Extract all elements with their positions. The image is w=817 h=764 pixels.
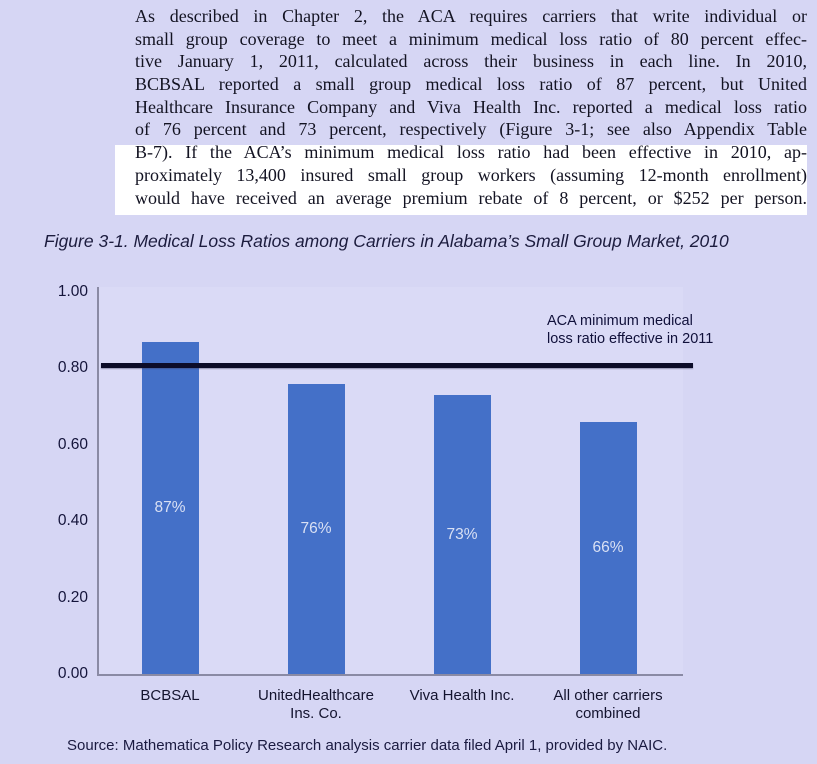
paragraph-line: tive January 1, 2011, calculated across … [135,51,807,72]
bar-value-label: 76% [300,519,332,537]
bar-value-label: 73% [446,525,478,543]
reference-line-annotation: ACA minimum medical [547,313,693,329]
x-axis-category-label: Ins. Co. [290,704,342,722]
paragraph-line: of 76 percent and 73 percent, respective… [135,119,807,140]
source-note: Source: Mathematica Policy Research anal… [67,737,668,754]
bar [579,421,637,674]
y-axis-tick-label: 0.40 [57,512,88,530]
x-axis-category-label: combined [575,704,641,722]
bar [287,383,345,674]
x-axis-line [97,674,683,676]
y-axis-tick-label: 1.00 [57,283,88,300]
paragraph-line: As described in Chapter 2, the ACA requi… [135,6,807,26]
figure-title: Figure 3-1. Medical Loss Ratios among Ca… [44,231,729,251]
bar [433,395,491,674]
x-axis-category-label: All other carriers [553,687,663,704]
y-axis-line [97,287,99,675]
y-axis-tick-label: 0.00 [57,665,88,682]
paragraph-line: Healthcare Insurance Company and Viva He… [135,96,807,117]
x-axis-category-label: BCBSAL [140,687,200,704]
bar-value-label: 66% [592,538,624,556]
paragraph-line: B-7). If the ACA’s minimum medical loss … [135,142,807,163]
paragraph-line: would have received an average premium r… [135,187,807,208]
bar [141,341,199,674]
y-axis-tick-label: 0.80 [57,359,88,377]
paragraph-line: BCBSAL reported a small group medical lo… [135,74,807,95]
text-highlight-box [115,145,807,215]
x-axis-category-label: Viva Health Inc. [409,687,515,704]
reference-line-annotation: loss ratio effective in 2011 [547,330,714,347]
y-axis-tick-label: 0.20 [57,588,88,606]
bar-value-label: 87% [154,498,186,516]
body-paragraph: As described in Chapter 2, the ACA requi… [135,5,807,209]
reference-line [101,363,693,369]
paragraph-line: small group coverage to meet a minimum m… [135,28,807,49]
y-axis-tick-label: 0.60 [57,435,88,453]
paragraph-line: proximately 13,400 insured small group w… [135,164,807,185]
x-axis-category-label: UnitedHealthcare [258,687,374,704]
